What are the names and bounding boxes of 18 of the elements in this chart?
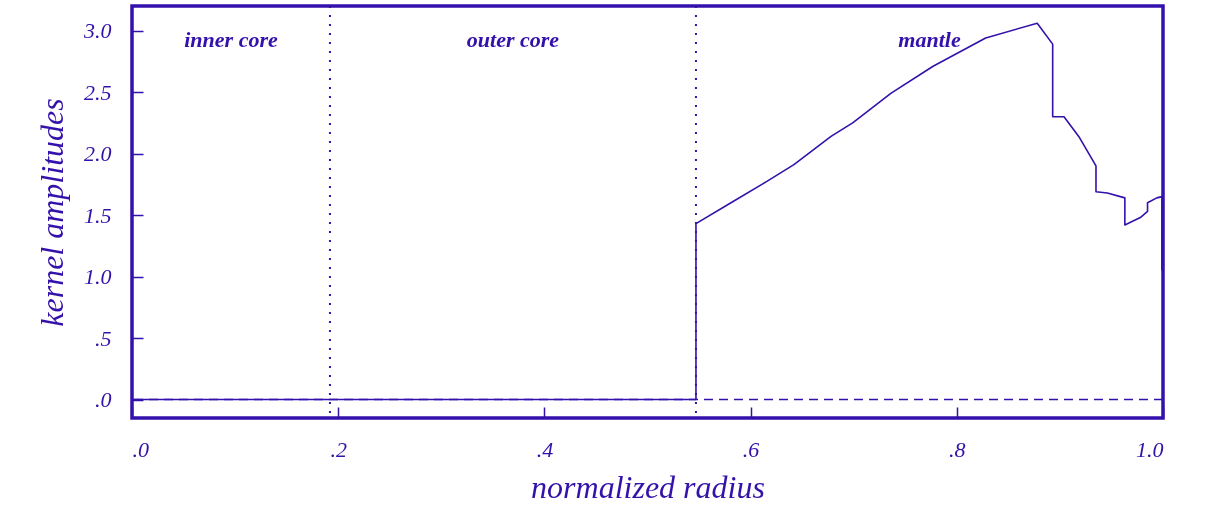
x-axis-title: normalized radius: [531, 468, 765, 505]
x-tick-label: .8: [949, 436, 966, 462]
x-tick-label: .6: [742, 436, 760, 462]
x-tick-label: 1.0: [1136, 436, 1164, 462]
y-tick-label: .5: [95, 325, 112, 351]
y-tick-label: .0: [95, 387, 112, 413]
y-tick-label: 2.5: [84, 79, 112, 105]
y-tick-label: 1.5: [84, 202, 112, 228]
x-tick-label: .4: [536, 436, 554, 462]
x-tick-label: .0: [132, 436, 149, 462]
annotation: mantle: [898, 27, 961, 52]
annotation: outer core: [466, 27, 560, 52]
annotation: inner core: [184, 27, 278, 52]
x-tick-label: .2: [330, 436, 347, 462]
y-tick-label: 3.0: [83, 18, 112, 44]
y-tick-label: 1.0: [84, 264, 112, 290]
y-axis-title: kernel amplitudes: [34, 98, 70, 327]
y-tick-label: 2.0: [84, 141, 112, 167]
